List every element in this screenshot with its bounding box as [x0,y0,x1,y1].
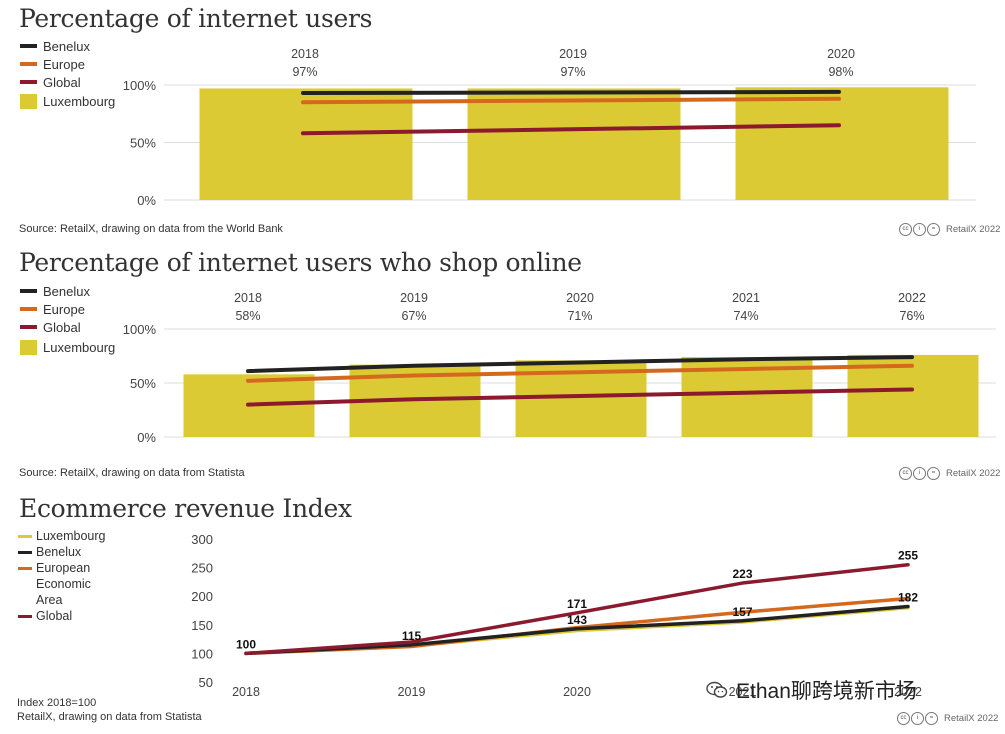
line-europe [246,363,914,383]
y-tick-label: 50% [130,376,156,391]
legend-item-global: Global [20,318,115,336]
by-icon: i [913,467,926,480]
line-global [244,562,910,656]
chart1-plot: 0% 50% 100% 2018 97% 2019 97% 2020 98% [123,47,976,208]
data-label: 143 [567,613,587,627]
x-category-label: 2020 [563,685,591,699]
data-label: 182 [898,590,918,604]
watermark: Ethan聊跨境新市场 [706,675,917,705]
bar-value-label: 98% [828,65,853,79]
y-tick-label: 50% [130,136,156,151]
chart3-legend: Luxembourg Benelux European Economic Are… [18,528,106,624]
chart2-credit: cc i = RetailX 2022 [899,467,1000,480]
data-label: 157 [732,605,752,619]
y-tick-label: 0% [137,430,156,445]
line-global [301,123,841,136]
legend-item-benelux: Benelux [20,282,115,300]
chart2-plot: 0% 50% 100% 2018 58% 2019 67% 2020 71% 2021 74% 202… [123,291,996,445]
x-category-label: 2020 [827,47,855,61]
legend-item-eea: European Economic Area [18,560,106,608]
chart3-note: Index 2018=100 [17,697,97,709]
y-tick-label: 100 [191,646,213,661]
wechat-icon [706,681,728,698]
bar-value-label: 58% [235,309,260,323]
data-label: 115 [402,629,422,643]
bar-value-label: 71% [567,309,592,323]
x-category-label: 2019 [398,685,426,699]
legend-item-europe: Europe [20,300,115,318]
chart3-plot: 50 100 150 200 250 300 2018 2019 2020 2021 2022 100… [191,532,922,699]
x-category-label: 2019 [400,291,428,305]
y-tick-label: 100% [123,78,157,93]
x-category-label: 2022 [898,291,926,305]
chart1-credit: cc i = RetailX 2022 [899,223,1000,236]
chart2-legend: Benelux Europe Global Luxembourg [20,282,115,358]
legend-item-luxembourg: Luxembourg [20,336,115,358]
legend-item-benelux: Benelux [20,37,115,55]
legend-item-global: Global [18,608,106,624]
chart3-credit: cc i = RetailX 2022 [897,712,998,725]
bar-luxembourg [199,88,413,200]
x-category-label: 2018 [234,291,262,305]
line-benelux [244,604,910,656]
by-icon: i [913,223,926,236]
x-category-label: 2019 [559,47,587,61]
by-icon: i [911,712,924,725]
bar-value-label: 74% [733,309,758,323]
chart3-title: Ecommerce revenue Index [19,494,352,523]
y-tick-label: 300 [191,532,213,547]
legend-item-benelux: Benelux [18,544,106,560]
cc-icon: cc [899,467,912,480]
chart2-title: Percentage of internet users who shop on… [19,248,582,277]
cc-icon: cc [897,712,910,725]
cc-icon: cc [899,223,912,236]
bar-luxembourg [467,88,681,200]
x-category-label: 2018 [291,47,319,61]
line-benelux [246,355,914,374]
nd-icon: = [925,712,938,725]
legend-item-global: Global [20,73,115,91]
data-label: 255 [898,549,918,563]
chart1-title: Percentage of internet users [19,4,373,33]
x-category-label: 2022 [894,685,922,699]
x-category-label: 2018 [232,685,260,699]
legend-item-luxembourg: Luxembourg [18,528,106,544]
nd-icon: = [927,467,940,480]
x-category-label: 2021 [729,685,757,699]
bar-value-label: 76% [899,309,924,323]
chart2-source: Source: RetailX, drawing on data from St… [19,467,245,479]
y-tick-label: 100% [123,322,157,337]
x-category-label: 2021 [732,291,760,305]
bar-value-label: 97% [292,65,317,79]
bar-value-label: 97% [560,65,585,79]
data-label: 100 [236,637,256,651]
y-tick-label: 0% [137,193,156,208]
chart3-source: RetailX, drawing on data from Statista [17,711,202,723]
chart1-legend: Benelux Europe Global Luxembourg [20,37,115,111]
nd-icon: = [927,223,940,236]
x-category-label: 2020 [566,291,594,305]
line-europe [301,96,841,105]
line-benelux [301,89,841,96]
y-tick-label: 200 [191,589,213,604]
data-label: 171 [567,597,587,611]
y-tick-label: 50 [199,675,213,690]
bar-luxembourg [735,87,949,200]
bar-value-label: 67% [401,309,426,323]
line-global [246,387,914,407]
y-tick-label: 150 [191,618,213,633]
bar-luxembourg [847,354,979,437]
y-tick-label: 250 [191,561,213,576]
legend-item-europe: Europe [20,55,115,73]
chart1-source: Source: RetailX, drawing on data from th… [19,223,283,235]
legend-item-luxembourg: Luxembourg [20,91,115,111]
data-label: 223 [732,567,752,581]
